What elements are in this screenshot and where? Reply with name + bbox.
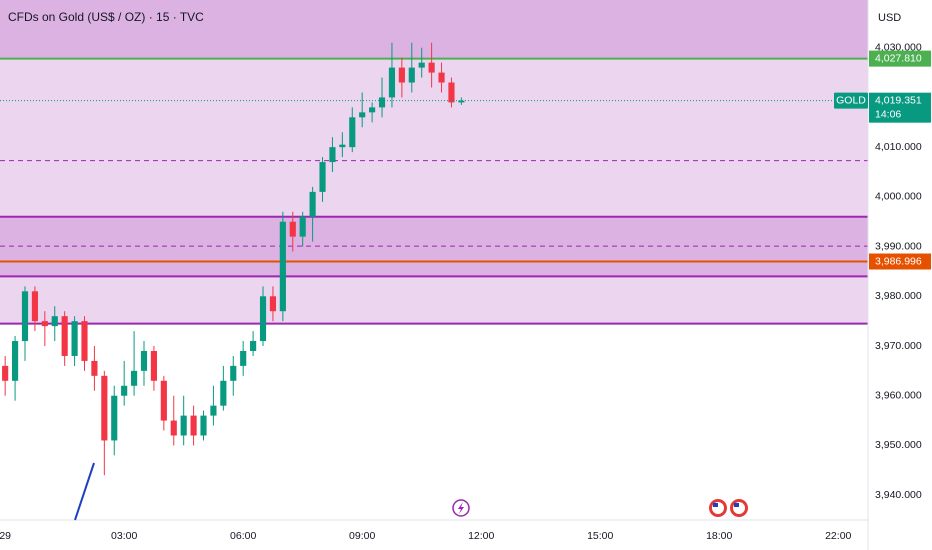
candle-body bbox=[359, 112, 366, 118]
price-tag-label: 3,986.996 bbox=[875, 255, 922, 267]
x-tick-label: 22:00 bbox=[825, 530, 851, 542]
candle-body bbox=[131, 370, 138, 386]
symbol-tag bbox=[834, 92, 868, 109]
candle-body bbox=[299, 216, 306, 237]
candle-body bbox=[220, 380, 227, 406]
candle-body bbox=[259, 296, 267, 342]
chart-title: CFDs on Gold (US$ / OZ) · 15 · TVC bbox=[8, 10, 204, 24]
candle-body bbox=[369, 107, 376, 113]
candle-body bbox=[140, 350, 148, 371]
event-icon[interactable] bbox=[709, 499, 727, 517]
candle-body bbox=[428, 62, 435, 73]
zone bbox=[0, 0, 868, 59]
candle-body bbox=[200, 415, 207, 436]
candle-body bbox=[349, 117, 356, 148]
x-tick-label: 09:00 bbox=[349, 530, 375, 542]
y-tick-label: 3,960.000 bbox=[875, 389, 922, 401]
y-tick-label: 4,000.000 bbox=[875, 191, 922, 203]
y-tick-label: 3,940.000 bbox=[875, 489, 922, 501]
candle-body bbox=[388, 67, 396, 98]
candle-body bbox=[170, 420, 177, 436]
candle-body bbox=[339, 144, 346, 148]
candle-body bbox=[61, 316, 68, 356]
candle-body bbox=[111, 395, 118, 441]
x-tick-label: 18:00 bbox=[706, 530, 732, 542]
candle-body bbox=[329, 147, 336, 163]
candle-body bbox=[378, 97, 386, 108]
candle-body bbox=[160, 380, 167, 421]
trend-line[interactable] bbox=[74, 462, 95, 521]
candle-body bbox=[418, 62, 425, 68]
candle-body bbox=[210, 405, 217, 416]
candle-body bbox=[150, 350, 157, 381]
countdown-label: 14:06 bbox=[875, 108, 901, 120]
candle-body bbox=[71, 321, 78, 356]
candle-body bbox=[250, 341, 257, 351]
price-tag-label: 4,027.810 bbox=[875, 52, 922, 64]
candle-body bbox=[12, 341, 19, 381]
candle-body bbox=[309, 191, 316, 217]
candle-body bbox=[101, 375, 108, 441]
plot-area bbox=[0, 0, 868, 476]
candle-body bbox=[91, 360, 98, 376]
candle-body bbox=[269, 296, 277, 312]
x-tick-label: 12:00 bbox=[468, 530, 494, 542]
candle-body bbox=[2, 365, 9, 381]
candle-body bbox=[41, 321, 48, 327]
price-tag bbox=[869, 253, 931, 270]
y-tick-label: 4,010.000 bbox=[875, 141, 922, 153]
candle-body bbox=[448, 82, 455, 103]
y-tick-label: 3,970.000 bbox=[875, 340, 922, 352]
currency-label[interactable]: USD bbox=[878, 12, 901, 24]
candle-body bbox=[21, 291, 29, 342]
y-tick-label: 3,990.000 bbox=[875, 240, 922, 252]
event-icon[interactable] bbox=[452, 499, 470, 517]
candle-body bbox=[51, 316, 58, 327]
price-tag bbox=[869, 92, 931, 123]
y-tick-label: 3,950.000 bbox=[875, 439, 922, 451]
candle-body bbox=[180, 415, 187, 436]
candle-body bbox=[438, 72, 445, 83]
price-tag-label: 4,019.351 bbox=[875, 94, 922, 106]
y-tick-label: 4,030.000 bbox=[875, 42, 922, 54]
candle-body bbox=[279, 221, 286, 312]
candle-body bbox=[408, 67, 415, 83]
candle-body bbox=[319, 162, 326, 192]
candle-body bbox=[121, 385, 128, 396]
x-tick-label: 29 bbox=[0, 530, 11, 542]
candle-body bbox=[289, 221, 296, 237]
candle-body bbox=[81, 321, 88, 361]
candle-body bbox=[230, 365, 237, 381]
x-tick-label: 06:00 bbox=[230, 530, 256, 542]
candle-body bbox=[190, 415, 197, 436]
candle-body bbox=[31, 291, 38, 322]
x-tick-label: 15:00 bbox=[587, 530, 613, 542]
candle-body bbox=[398, 67, 405, 83]
x-tick-label: 03:00 bbox=[111, 530, 137, 542]
candle-body bbox=[458, 100, 465, 103]
y-tick-label: 3,980.000 bbox=[875, 290, 922, 302]
symbol-tag-label: GOLD bbox=[836, 94, 866, 106]
event-icon[interactable] bbox=[730, 499, 748, 517]
candle-body bbox=[240, 350, 247, 366]
price-tag bbox=[869, 50, 931, 67]
